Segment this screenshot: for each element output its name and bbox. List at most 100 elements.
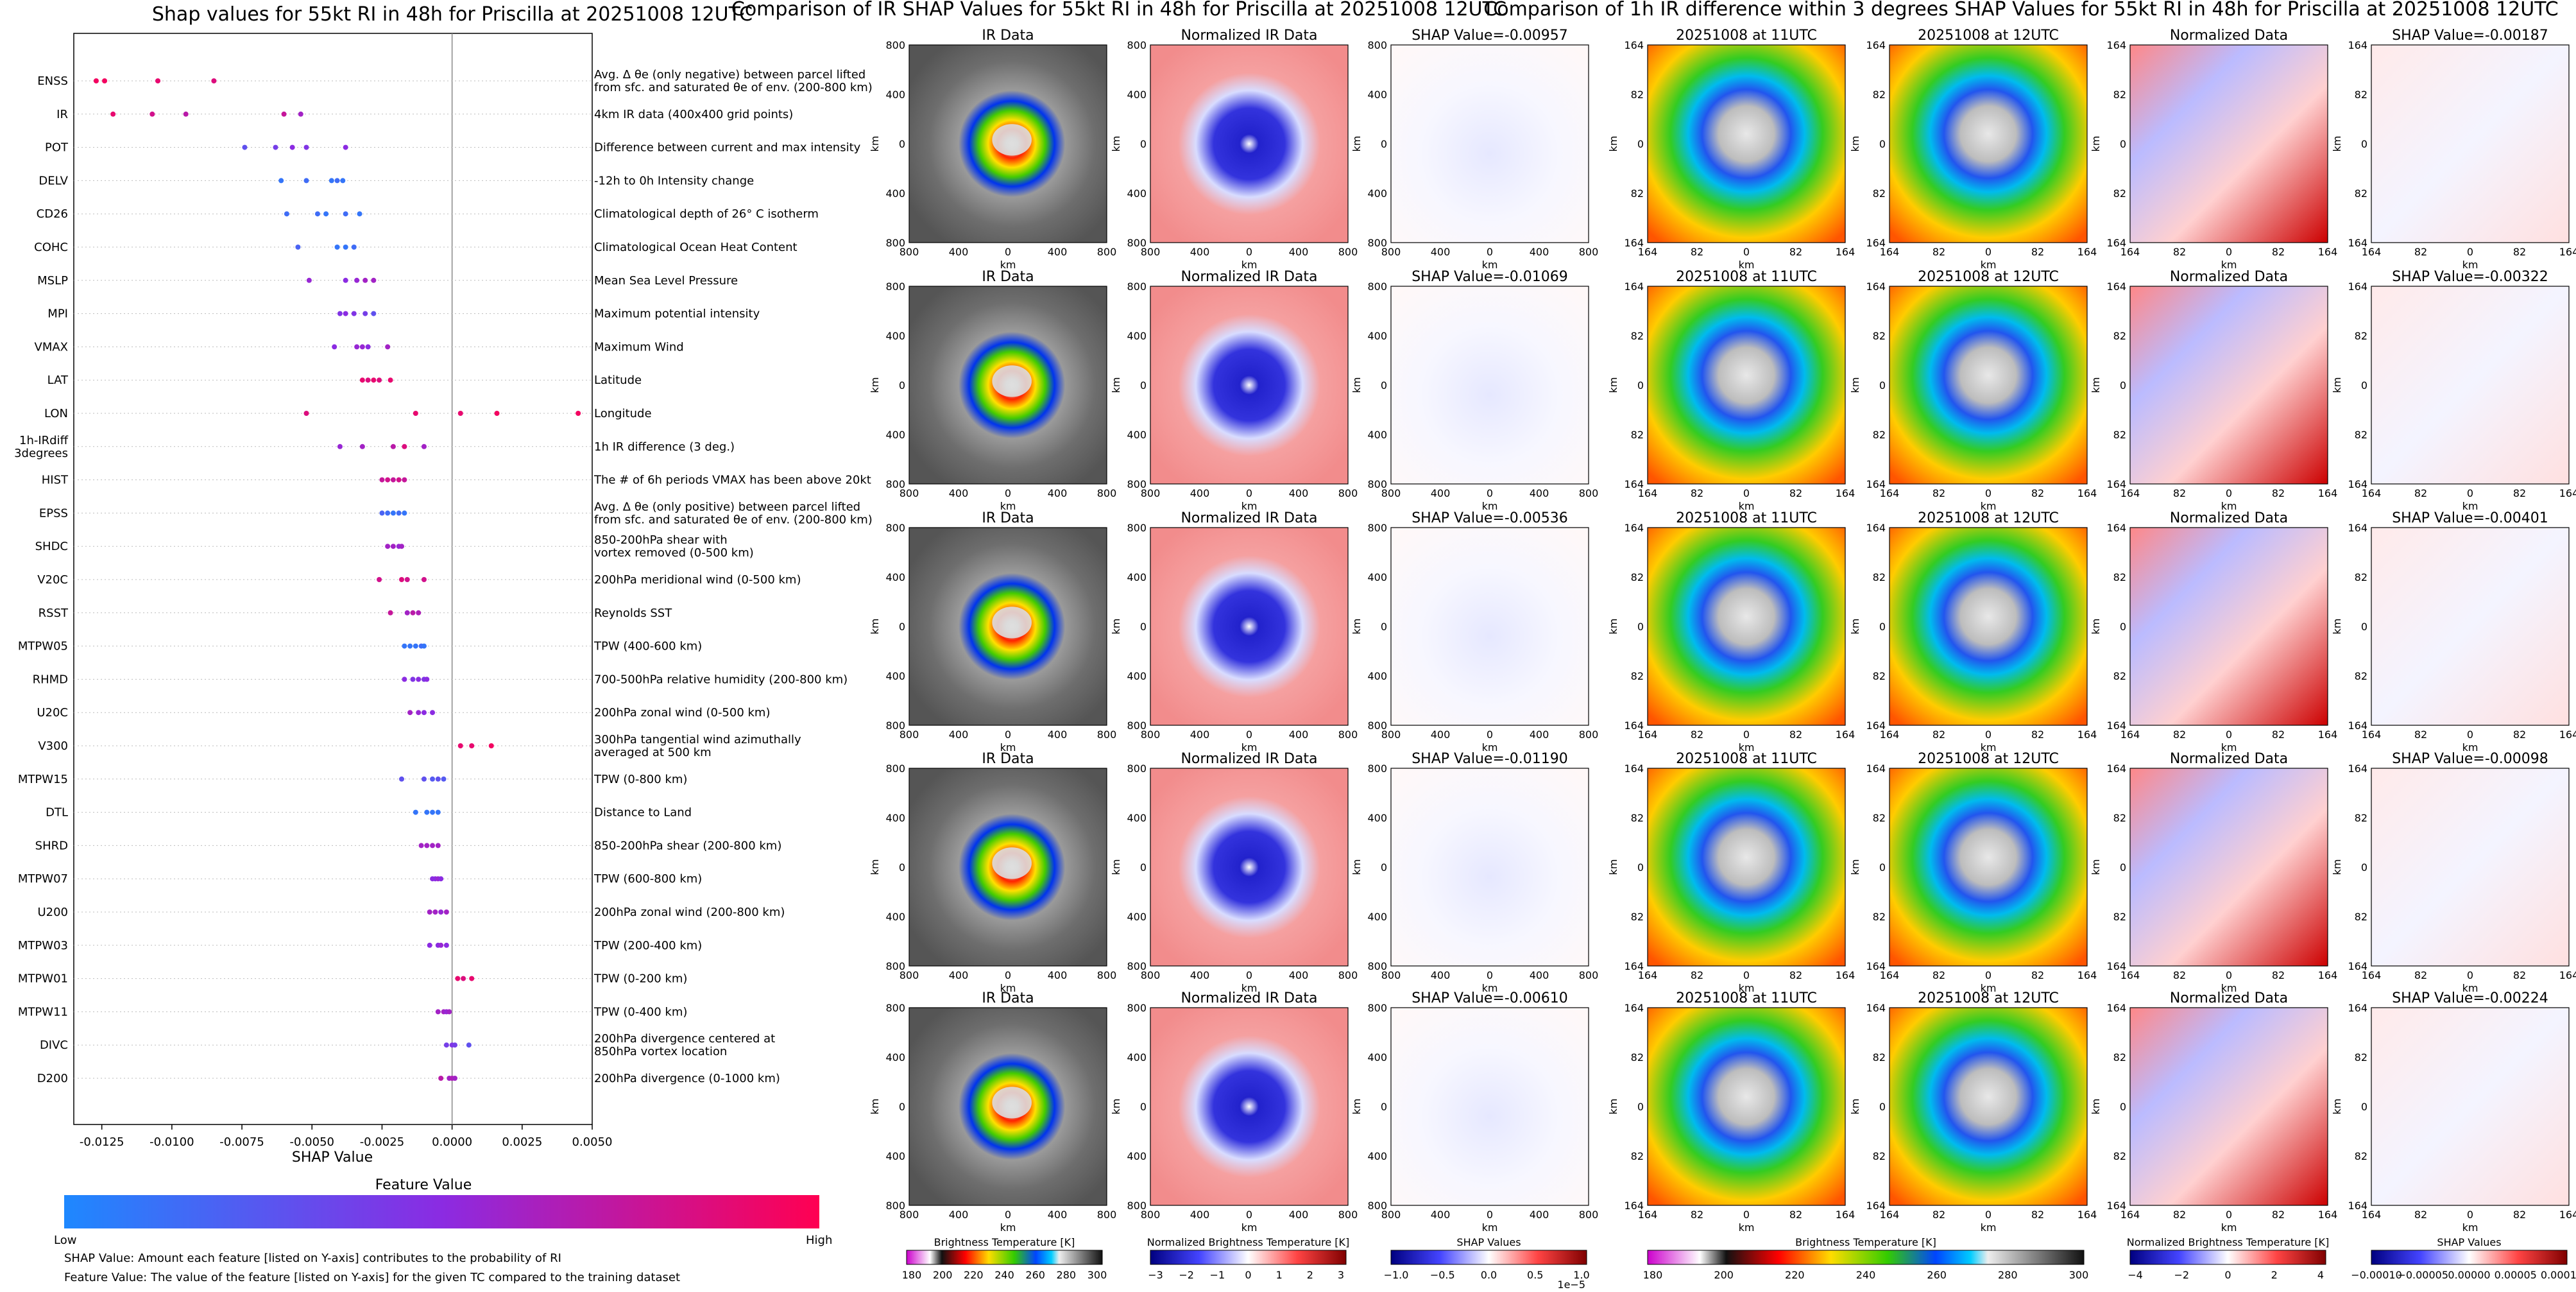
- panel-y-tick: 164: [2348, 719, 2367, 732]
- panel-x-tick: 164: [1880, 969, 1900, 981]
- panel-title: SHAP Value=-0.01069: [1412, 269, 1568, 285]
- panel-y-tick: 800: [1367, 39, 1387, 51]
- panel-y-tick: 800: [1127, 522, 1147, 534]
- feature-label: VMAX: [35, 340, 69, 354]
- heatmap-image: [1390, 44, 1589, 243]
- panel-x-tick: 82: [2272, 1209, 2285, 1221]
- panel-x-tick: 164: [2120, 1209, 2140, 1221]
- panel-x-tick: 0: [2467, 728, 2473, 741]
- colorbar-tick: 0: [2224, 1269, 2231, 1281]
- panel-x-tick: 0: [1005, 728, 1011, 741]
- feature-description: TPW (0-400 km): [593, 1005, 687, 1019]
- panel-x-tick: 0: [1487, 728, 1493, 741]
- panel-y-tick: 164: [1624, 960, 1644, 972]
- panel-y-tick: 800: [885, 237, 905, 249]
- feature-label: V20C: [37, 573, 68, 587]
- panel-y-tick: 82: [1631, 330, 1644, 342]
- heatmap-image: [2371, 44, 2570, 243]
- panel-y-tick: 164: [2348, 478, 2367, 490]
- irdiff-comparison-title: Comparison of 1h IR difference within 3 …: [1483, 0, 2558, 21]
- feature-label: DTL: [46, 806, 68, 820]
- feature-label: MTPW05: [18, 640, 68, 653]
- heatmap-image: [1647, 286, 1846, 485]
- panel-x-tick: 0: [1005, 246, 1011, 258]
- feature-description: Climatological Ocean Heat Content: [594, 241, 798, 254]
- shap-point: [363, 277, 368, 283]
- panel-title: Normalized IR Data: [1181, 269, 1317, 285]
- panel-x-tick: 164: [1880, 246, 1900, 258]
- colorbar-tick: 300: [1088, 1269, 1107, 1281]
- panel-y-tick: 82: [2113, 1051, 2126, 1064]
- shap-point: [351, 311, 357, 316]
- panel-x-tick: 82: [2272, 969, 2285, 981]
- shap-point: [438, 909, 444, 915]
- panel-x-tick: 400: [1190, 246, 1210, 258]
- panel-x-tick: 800: [900, 1209, 919, 1221]
- panel-x-tick: 164: [2318, 1209, 2338, 1221]
- panel-x-tick: 164: [2362, 969, 2382, 981]
- panel-x-tick: 0: [1246, 246, 1252, 258]
- panel-y-tick: 0: [899, 621, 905, 633]
- panel-y-label: km: [1849, 377, 1861, 393]
- panel-x-tick: 800: [900, 246, 919, 258]
- shap-point: [379, 510, 385, 516]
- panel-x-tick: 164: [1836, 487, 1855, 499]
- panel-x-label: km: [1482, 500, 1498, 512]
- panel-y-tick: 0: [2361, 861, 2367, 874]
- panel-y-tick: 400: [1367, 187, 1387, 200]
- panel-x-tick: 0: [1246, 728, 1252, 741]
- panel-y-tick: 0: [1381, 621, 1387, 633]
- panel-y-tick: 800: [1127, 1200, 1147, 1212]
- panel-y-tick: 82: [1873, 187, 1886, 200]
- panel-x-tick: 800: [1381, 969, 1401, 981]
- panel-title: IR Data: [982, 269, 1034, 285]
- feature-label: U200: [37, 906, 68, 919]
- heatmap-panel: SHAP Value=-0.01069800800400400004004008…: [1351, 269, 1598, 512]
- panel-x-tick: 400: [1530, 1209, 1549, 1221]
- feature-label: RHMD: [33, 673, 68, 686]
- panel-y-tick: 400: [1127, 330, 1147, 342]
- panel-x-label: km: [2462, 741, 2478, 754]
- shap-point: [416, 676, 422, 682]
- panel-y-tick: 164: [2348, 237, 2367, 249]
- panel-y-tick: 164: [2106, 960, 2126, 972]
- panel-title: Normalized Data: [2170, 751, 2288, 767]
- panel-y-tick: 400: [1127, 187, 1147, 200]
- feature-description: Latitude: [594, 374, 642, 387]
- panel-x-label: km: [1739, 1221, 1755, 1234]
- colorbar-label: SHAP Values: [2437, 1236, 2501, 1248]
- panel-x-tick: 0: [1005, 969, 1011, 981]
- panel-title: Normalized Data: [2170, 269, 2288, 285]
- panel-y-tick: 82: [1873, 812, 1886, 824]
- heatmap-image: [2129, 286, 2328, 485]
- panel-y-tick: 0: [2120, 379, 2126, 392]
- panel-x-tick: 400: [1431, 728, 1451, 741]
- panel-x-label: km: [1000, 982, 1016, 994]
- heatmap-panel: Normalized IR Data8008004004000040040080…: [1110, 28, 1358, 271]
- shap-point: [371, 277, 377, 283]
- panel-y-tick: 800: [1367, 960, 1387, 972]
- panel-x-tick: 164: [2362, 246, 2382, 258]
- panel-x-tick: 164: [1880, 1209, 1900, 1221]
- shap-point: [343, 211, 348, 217]
- panel-x-tick: 82: [2272, 728, 2285, 741]
- panel-x-tick: 164: [1638, 969, 1658, 981]
- shap-point: [488, 743, 494, 748]
- heatmap-image: [1150, 286, 1349, 485]
- panel-y-tick: 82: [1873, 1051, 1886, 1064]
- panel-y-tick: 800: [885, 960, 905, 972]
- heatmap-image: [2129, 527, 2328, 726]
- ir-comparison-title: Comparison of IR SHAP Values for 55kt RI…: [731, 0, 1506, 21]
- panel-x-label: km: [1739, 982, 1755, 994]
- heatmap-panel: 20251008 at 11UTC1641648282008282164164k…: [1607, 269, 1855, 512]
- panel-y-tick: 164: [1866, 237, 1886, 249]
- panel-y-tick: 800: [1127, 960, 1147, 972]
- panel-x-label: km: [2462, 1221, 2478, 1234]
- panel-x-tick: 0: [2226, 487, 2232, 499]
- panel-y-tick: 82: [1631, 571, 1644, 583]
- panel-x-tick: 800: [1381, 728, 1401, 741]
- shap-point: [416, 710, 422, 716]
- heatmap-image: [1390, 768, 1589, 967]
- panel-y-tick: 400: [1127, 911, 1147, 923]
- panel-y-tick: 800: [1367, 280, 1387, 293]
